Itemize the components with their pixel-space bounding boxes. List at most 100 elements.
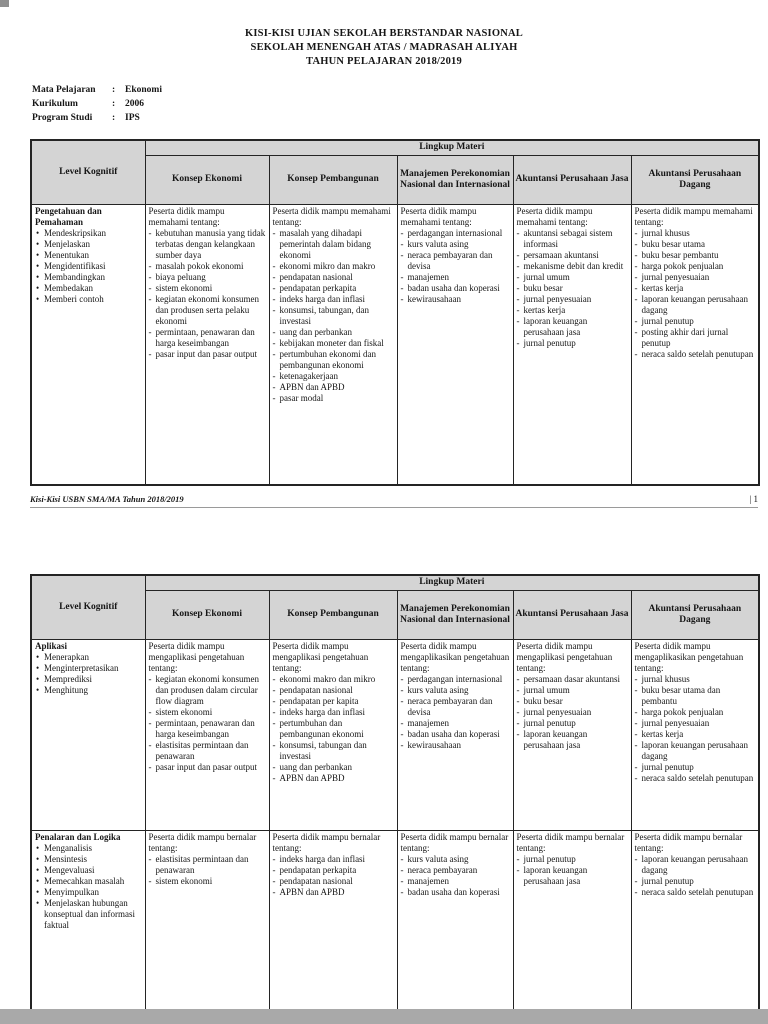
cell-item-list: persamaan dasar akuntansijurnal umumbuku… bbox=[517, 674, 628, 751]
list-item: Menerapkan bbox=[35, 652, 142, 663]
level-title: Aplikasi bbox=[35, 641, 68, 651]
list-item: jurnal penutup bbox=[517, 854, 628, 865]
level-bullet-list: MenerapkanMenginterpretasikanMemprediksi… bbox=[35, 652, 142, 696]
list-item: jurnal umum bbox=[517, 685, 628, 696]
list-item: laporan keuangan perusahaan jasa bbox=[517, 729, 628, 751]
level-title: Pengetahuan dan Pemahaman bbox=[35, 206, 102, 227]
list-item: neraca saldo setelah penutupan bbox=[635, 887, 756, 898]
content-cell: Peserta didik mampu mengaplikasikan peng… bbox=[630, 639, 760, 831]
content-cell: Peserta didik mampu bernalar tentang: ju… bbox=[512, 830, 632, 1014]
list-item: manajemen bbox=[401, 876, 510, 887]
list-item: jurnal penutup bbox=[635, 762, 756, 773]
list-item: Membandingkan bbox=[35, 272, 142, 283]
cell-item-list: ekonomi makro dan mikropendapatan nasion… bbox=[273, 674, 394, 784]
content-cell: Peserta didik mampu memahami tentang: ak… bbox=[512, 204, 632, 486]
list-item: neraca pembayaran bbox=[401, 865, 510, 876]
list-item: jurnal penutup bbox=[517, 338, 628, 349]
list-item: konsumsi, tabungan dan investasi bbox=[273, 740, 394, 762]
list-item: perdagangan internasional bbox=[401, 228, 510, 239]
list-item: neraca pembayaran dan devisa bbox=[401, 696, 510, 718]
column-header-akuntansi-dagang: Akuntansi Perusahaan Dagang bbox=[630, 155, 760, 205]
list-item: jurnal penyesuaian bbox=[517, 294, 628, 305]
cell-intro: Peserta didik mampu mengaplikasikan peng… bbox=[400, 641, 510, 673]
lingkup-materi-header: Lingkup Materi bbox=[144, 139, 760, 156]
meta-value: Ekonomi bbox=[125, 85, 162, 95]
cell-intro: Peserta didik mampu mengaplikasi pengeta… bbox=[516, 641, 613, 673]
list-item: jurnal khusus bbox=[635, 674, 756, 685]
list-item: masalah pokok ekonomi bbox=[149, 261, 266, 272]
list-item: APBN dan APBD bbox=[273, 773, 394, 784]
meta-colon: : bbox=[112, 85, 116, 95]
list-item: persamaan dasar akuntansi bbox=[517, 674, 628, 685]
column-header-manajemen-perekonomian: Manajemen Perekonomian Nasional dan Inte… bbox=[396, 590, 514, 640]
list-item: kertas kerja bbox=[635, 729, 756, 740]
list-item: laporan keuangan perusahaan dagang bbox=[635, 740, 756, 762]
list-item: elastisitas permintaan dan penawaran bbox=[149, 740, 266, 762]
cell-item-list: jurnal khususbuku besar utamabuku besar … bbox=[635, 228, 756, 360]
list-item: badan usaha dan koperasi bbox=[401, 283, 510, 294]
column-header-manajemen-perekonomian: Manajemen Perekonomian Nasional dan Inte… bbox=[396, 155, 514, 205]
meta-row-mata-pelajaran: Mata Pelajaran : Ekonomi bbox=[32, 83, 768, 97]
list-item: pertumbuhan dan pembangunan ekonomi bbox=[273, 718, 394, 740]
list-item: Mendeskripsikan bbox=[35, 228, 142, 239]
list-item: kewirausahaan bbox=[401, 740, 510, 751]
list-item: neraca saldo setelah penutupan bbox=[635, 773, 756, 784]
list-item: uang dan perbankan bbox=[273, 762, 394, 773]
list-item: indeks harga dan inflasi bbox=[273, 707, 394, 718]
cell-intro: Peserta didik mampu mengaplikasikan peng… bbox=[634, 641, 744, 673]
list-item: kebutuhan manusia yang tidak terbatas de… bbox=[149, 228, 266, 261]
level-bullet-list: MenganalisisMensintesisMengevaluasiMemec… bbox=[35, 843, 142, 931]
cell-intro: Peserta didik mampu memahami tentang: bbox=[516, 206, 593, 227]
meta-value: 2006 bbox=[125, 99, 144, 109]
cell-item-list: indeks harga dan inflasipendapatan perka… bbox=[273, 854, 394, 898]
cell-intro: Peserta didik mampu mengaplikasi pengeta… bbox=[148, 641, 245, 673]
list-item: uang dan perbankan bbox=[273, 327, 394, 338]
level-cell-aplikasi: Aplikasi MenerapkanMenginterpretasikanMe… bbox=[30, 639, 146, 831]
list-item: laporan keuangan perusahaan dagang bbox=[635, 854, 756, 876]
document-title: KISI-KISI UJIAN SEKOLAH BERSTANDAR NASIO… bbox=[0, 0, 768, 69]
list-item: buku besar pembantu bbox=[635, 250, 756, 261]
list-item: Menyimpulkan bbox=[35, 887, 142, 898]
cell-item-list: perdagangan internasionalkurs valuta asi… bbox=[401, 674, 510, 751]
list-item: kegiatan ekonomi konsumen dan produsen d… bbox=[149, 674, 266, 707]
list-item: kurs valuta asing bbox=[401, 685, 510, 696]
list-item: elastisitas permintaan dan penawaran bbox=[149, 854, 266, 876]
list-item: pasar modal bbox=[273, 393, 394, 404]
content-cell: Peserta didik mampu mengaplikasikan peng… bbox=[396, 639, 514, 831]
list-item: jurnal umum bbox=[517, 272, 628, 283]
content-cell: Peserta didik mampu mengaplikasi pengeta… bbox=[268, 639, 398, 831]
list-item: Menghitung bbox=[35, 685, 142, 696]
meta-colon: : bbox=[112, 99, 116, 109]
meta-label: Kurikulum bbox=[32, 99, 78, 109]
kisi-table-page2: Level Kognitif Lingkup Materi Konsep Eko… bbox=[30, 574, 761, 1014]
list-item: buku besar utama bbox=[635, 239, 756, 250]
column-header-konsep-ekonomi: Konsep Ekonomi bbox=[144, 590, 270, 640]
list-item: buku besar utama dan pembantu bbox=[635, 685, 756, 707]
content-cell: Peserta didik mampu bernalar tentang: la… bbox=[630, 830, 760, 1014]
column-header-akuntansi-jasa: Akuntansi Perusahaan Jasa bbox=[512, 590, 632, 640]
column-header-akuntansi-jasa: Akuntansi Perusahaan Jasa bbox=[512, 155, 632, 205]
list-item: Memberi contoh bbox=[35, 294, 142, 305]
list-item: pasar input dan pasar output bbox=[149, 349, 266, 360]
list-item: Menganalisis bbox=[35, 843, 142, 854]
list-item: badan usaha dan koperasi bbox=[401, 729, 510, 740]
content-cell: Peserta didik mampu mengaplikasi pengeta… bbox=[512, 639, 632, 831]
title-line-1: KISI-KISI UJIAN SEKOLAH BERSTANDAR NASIO… bbox=[245, 28, 523, 39]
list-item: konsumsi, tabungan, dan investasi bbox=[273, 305, 394, 327]
content-cell: Peserta didik mampu mengaplikasi pengeta… bbox=[144, 639, 270, 831]
level-title: Penalaran dan Logika bbox=[35, 832, 121, 842]
list-item: pertumbuhan ekonomi dan pembangunan ekon… bbox=[273, 349, 394, 371]
list-item: Menjelaskan hubungan konseptual dan info… bbox=[35, 898, 142, 931]
list-item: laporan keuangan perusahaan jasa bbox=[517, 865, 628, 887]
list-item: jurnal penyesuaian bbox=[635, 272, 756, 283]
list-item: Menentukan bbox=[35, 250, 142, 261]
level-kognitif-header: Level Kognitif bbox=[30, 574, 146, 640]
list-item: jurnal penutup bbox=[635, 876, 756, 887]
column-header-akuntansi-dagang: Akuntansi Perusahaan Dagang bbox=[630, 590, 760, 640]
list-item: Mengidentifikasi bbox=[35, 261, 142, 272]
footer-text: Kisi-Kisi USBN SMA/MA Tahun 2018/2019 bbox=[30, 494, 184, 504]
list-item: Mengevaluasi bbox=[35, 865, 142, 876]
list-item: manajemen bbox=[401, 272, 510, 283]
column-header-konsep-pembangunan: Konsep Pembangunan bbox=[268, 155, 398, 205]
